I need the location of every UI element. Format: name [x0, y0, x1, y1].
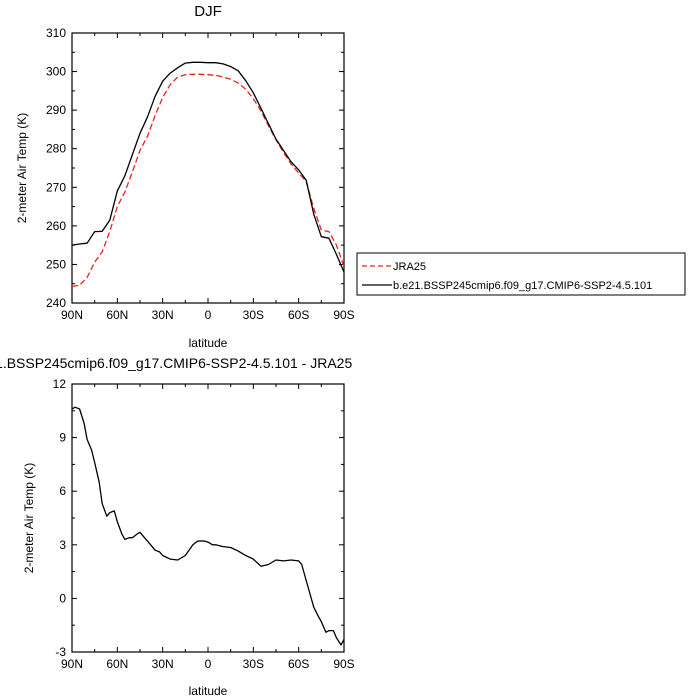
top-series-line-0	[71, 73, 345, 288]
bottom-y-tick-label: 9	[59, 431, 66, 445]
top-y-tick-label: 260	[46, 219, 66, 233]
bottom-series-group	[71, 406, 345, 646]
top-chart-title: DJF	[194, 3, 222, 20]
bottom-x-tick-label: 90S	[333, 657, 354, 671]
legend-label-model: b.e21.BSSP245cmip6.f09_g17.CMIP6-SSP2-4.…	[393, 280, 652, 292]
top-x-tick-label: 90N	[61, 308, 83, 322]
legend-box	[356, 252, 686, 296]
top-series-group	[71, 61, 345, 288]
bottom-axes: 90N 60N 30N 0 30S 60S 90S -3 0 3 6 9 12	[53, 377, 355, 671]
bottom-x-tick-label: 0	[205, 657, 212, 671]
legend-label-jra25: JRA25	[393, 261, 426, 273]
top-x-tick-label: 30N	[152, 308, 174, 322]
top-chart: DJF 90N 60N 30N 0 30S 60S 90S 240 250 260 270 280 29…	[15, 3, 355, 350]
bottom-y-tick-label: 0	[59, 591, 66, 605]
top-y-axis-label: 2-meter Air Temp (K)	[15, 113, 29, 223]
top-x-tick-label: 30S	[243, 308, 264, 322]
bottom-x-tick-label: 90N	[61, 657, 83, 671]
top-y-tick-label: 310	[46, 26, 66, 40]
bottom-series-line-0	[71, 406, 345, 646]
bottom-y-axis-label: 2-meter Air Temp (K)	[22, 463, 36, 573]
bottom-x-tick-label: 30S	[243, 657, 264, 671]
bottom-chart-title: b.e21.BSSP245cmip6.f09_g17.CMIP6-SSP2-4.…	[0, 355, 352, 371]
bottom-plot-frame	[71, 383, 345, 653]
top-x-tick-label: 60S	[288, 308, 309, 322]
bottom-chart: b.e21.BSSP245cmip6.f09_g17.CMIP6-SSP2-4.…	[0, 355, 355, 698]
bottom-x-tick-label: 30N	[152, 657, 174, 671]
top-plot-frame	[71, 32, 345, 304]
bottom-x-tick-label: 60N	[106, 657, 128, 671]
top-y-tick-label: 250	[46, 257, 66, 271]
top-x-tick-label: 0	[205, 308, 212, 322]
top-x-axis-label: latitude	[189, 336, 228, 350]
legend: JRA25 b.e21.BSSP245cmip6.f09_g17.CMIP6-S…	[356, 252, 686, 296]
top-y-tick-label: 270	[46, 180, 66, 194]
bottom-y-tick-label: 12	[53, 377, 67, 391]
top-y-tick-label: 240	[46, 296, 66, 310]
top-x-tick-label: 90S	[333, 308, 354, 322]
bottom-y-tick-label: 6	[59, 484, 66, 498]
bottom-y-tick-label: -3	[55, 645, 66, 659]
top-y-tick-label: 300	[46, 65, 66, 79]
bottom-x-axis-label: latitude	[189, 684, 228, 698]
top-series-line-1	[71, 61, 345, 273]
bottom-y-tick-label: 3	[59, 538, 66, 552]
top-y-tick-label: 290	[46, 103, 66, 117]
top-y-tick-label: 280	[46, 142, 66, 156]
top-axes: 90N 60N 30N 0 30S 60S 90S 240 250 260 270 280 290 300…	[46, 26, 355, 322]
bottom-x-tick-label: 60S	[288, 657, 309, 671]
top-x-tick-label: 60N	[106, 308, 128, 322]
